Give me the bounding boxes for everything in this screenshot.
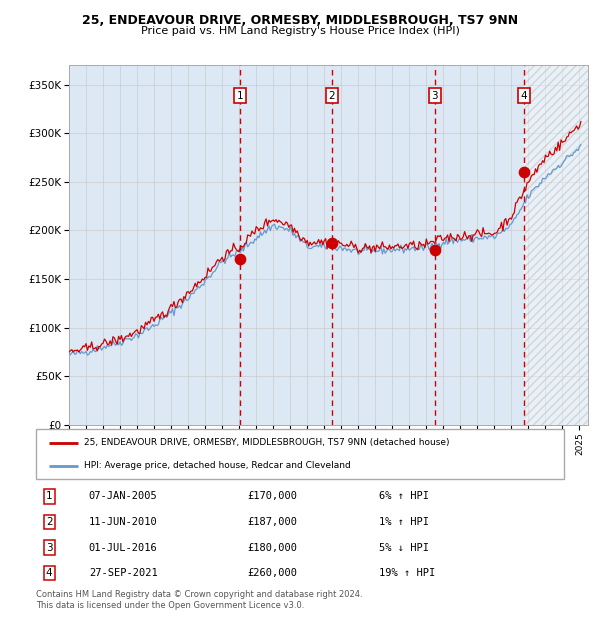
Text: £187,000: £187,000: [247, 517, 297, 527]
Text: 2: 2: [328, 91, 335, 100]
Point: [430, 245, 440, 255]
Text: HPI: Average price, detached house, Redcar and Cleveland: HPI: Average price, detached house, Redc…: [83, 461, 350, 470]
Text: £170,000: £170,000: [247, 492, 297, 502]
Text: 01-JUL-2016: 01-JUL-2016: [89, 542, 158, 552]
Text: 25, ENDEAVOUR DRIVE, ORMESBY, MIDDLESBROUGH, TS7 9NN: 25, ENDEAVOUR DRIVE, ORMESBY, MIDDLESBRO…: [82, 14, 518, 27]
FancyBboxPatch shape: [36, 429, 564, 479]
Text: 25, ENDEAVOUR DRIVE, ORMESBY, MIDDLESBROUGH, TS7 9NN (detached house): 25, ENDEAVOUR DRIVE, ORMESBY, MIDDLESBRO…: [83, 438, 449, 448]
Bar: [524, 65, 600, 425]
Text: Contains HM Land Registry data © Crown copyright and database right 2024.
This d: Contains HM Land Registry data © Crown c…: [36, 590, 362, 609]
Text: 4: 4: [46, 568, 53, 578]
Text: Price paid vs. HM Land Registry's House Price Index (HPI): Price paid vs. HM Land Registry's House …: [140, 26, 460, 36]
Point: [327, 238, 337, 248]
Text: 3: 3: [46, 542, 53, 552]
Text: 19% ↑ HPI: 19% ↑ HPI: [379, 568, 436, 578]
Text: 1: 1: [46, 492, 53, 502]
Text: 3: 3: [431, 91, 438, 100]
Text: 11-JUN-2010: 11-JUN-2010: [89, 517, 158, 527]
Text: 4: 4: [521, 91, 527, 100]
Text: £180,000: £180,000: [247, 542, 297, 552]
Text: 6% ↑ HPI: 6% ↑ HPI: [379, 492, 429, 502]
Point: [235, 255, 244, 265]
Text: 07-JAN-2005: 07-JAN-2005: [89, 492, 158, 502]
Text: £260,000: £260,000: [247, 568, 297, 578]
Text: 27-SEP-2021: 27-SEP-2021: [89, 568, 158, 578]
Text: 5% ↓ HPI: 5% ↓ HPI: [379, 542, 429, 552]
Bar: [524, 65, 600, 425]
Point: [520, 167, 529, 177]
Text: 1% ↑ HPI: 1% ↑ HPI: [379, 517, 429, 527]
Text: 2: 2: [46, 517, 53, 527]
Text: 1: 1: [236, 91, 243, 100]
